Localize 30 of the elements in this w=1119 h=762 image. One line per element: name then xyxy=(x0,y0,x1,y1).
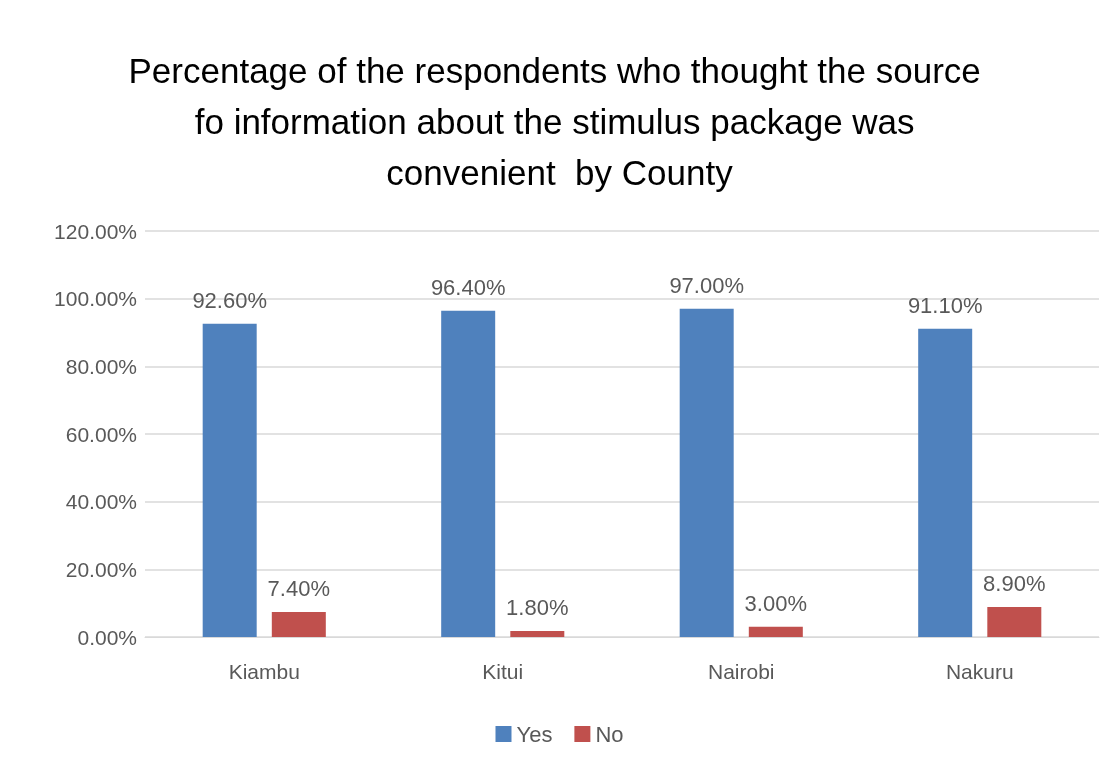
x-tick-label: Nakuru xyxy=(945,660,1014,683)
data-label: 92.60% xyxy=(192,288,267,314)
legend-label: No xyxy=(595,721,624,747)
bar xyxy=(918,328,973,637)
bar xyxy=(679,308,734,637)
data-label: 91.10% xyxy=(907,293,983,319)
x-tick-label: Kiambu xyxy=(228,660,300,683)
data-label: 97.00% xyxy=(669,273,744,299)
bar xyxy=(987,606,1042,637)
y-tick-label: 100.00% xyxy=(54,287,137,311)
x-tick-label: Kitui xyxy=(482,660,524,683)
data-label: 8.90% xyxy=(983,571,1046,597)
y-tick-label: 20.00% xyxy=(65,557,137,581)
data-label: 7.40% xyxy=(267,576,331,602)
data-label: 3.00% xyxy=(744,591,808,617)
y-tick-label: 40.00% xyxy=(65,490,137,514)
legend-label: Yes xyxy=(516,721,553,747)
data-label: 1.80% xyxy=(506,595,569,621)
y-tick-label: 60.00% xyxy=(65,422,137,446)
bar xyxy=(441,310,496,637)
y-tick-label: 0.00% xyxy=(77,625,137,649)
bar xyxy=(510,630,565,637)
x-tick-label: Nairobi xyxy=(707,660,775,683)
bar xyxy=(271,611,326,637)
data-label: 96.40% xyxy=(430,275,506,301)
bar xyxy=(748,626,803,637)
y-tick-label: 120.00% xyxy=(54,219,137,243)
y-tick-label: 80.00% xyxy=(65,354,137,378)
chart-title: Percentage of the respondents who thought the source fo information about the stimulus package was convenient by County xyxy=(128,51,991,192)
bar xyxy=(202,323,257,637)
